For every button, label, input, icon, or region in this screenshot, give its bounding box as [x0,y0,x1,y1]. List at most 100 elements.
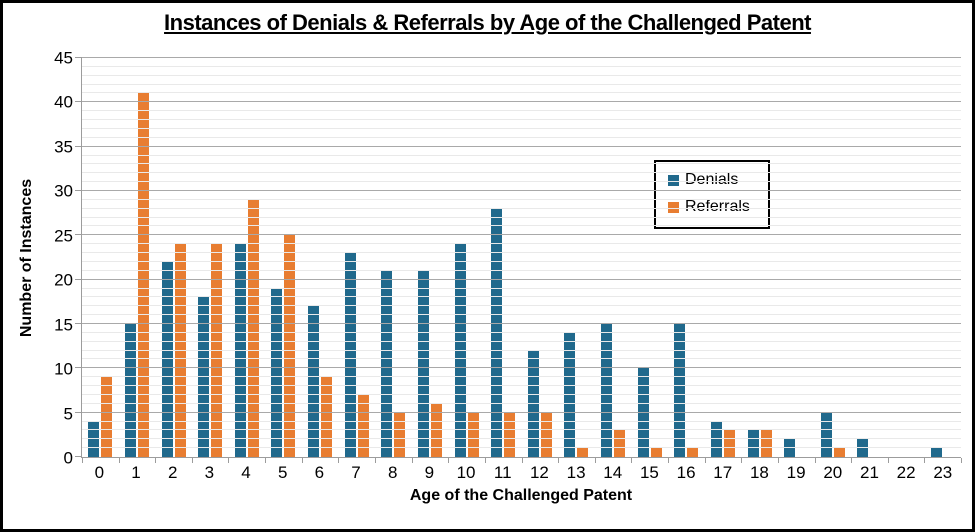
y-axis-tick [75,323,82,325]
y-tick-label: 5 [63,404,73,424]
bar-referrals-6 [321,377,333,457]
y-tick-label: 40 [54,92,73,112]
y-axis-tick [75,278,82,280]
x-axis-tick [228,458,230,463]
bar-denials-5 [271,288,283,457]
chart-title: Instances of Denials & Referrals by Age … [164,10,811,35]
x-axis-tick [704,458,706,463]
bar-group-17 [705,58,742,457]
x-axis-tick [155,458,157,463]
bar-group-7 [338,58,375,457]
x-tick-label: 14 [603,463,623,482]
legend-label: Referrals [685,198,750,215]
x-axis-tick [411,458,413,463]
x-tick-label: 11 [493,463,512,482]
x-tick-label: 5 [277,463,288,482]
bar-group-15 [631,58,668,457]
bar-referrals-4 [247,199,259,457]
y-axis-tick [75,411,82,413]
bar-denials-6 [308,306,320,457]
x-axis-tick [82,458,83,463]
legend: Denials Referrals [654,160,770,229]
y-axis-tick [75,367,82,369]
y-axis-tick [75,101,82,103]
bar-group-20 [815,58,852,457]
y-tick-label: 35 [54,137,73,157]
bar-referrals-11 [504,412,516,457]
bar-referrals-7 [357,394,369,457]
y-axis-tick [75,190,82,192]
x-axis-tick [374,458,376,463]
bar-referrals-16 [687,448,699,457]
bar-referrals-12 [540,412,552,457]
plot-area: Denials Referrals [75,57,962,463]
y-tick-label: 15 [54,315,73,335]
bar-referrals-20 [833,448,845,457]
bar-group-10 [448,58,485,457]
y-tick-label: 30 [54,181,73,201]
x-tick-label: 3 [204,463,215,482]
x-axis-tick [887,458,889,463]
bar-referrals-17 [723,430,735,457]
x-axis-tick [521,458,523,463]
bar-denials-4 [234,244,246,457]
x-axis-tick [814,458,816,463]
x-tick-label: 10 [456,463,476,482]
bar-referrals-14 [614,430,626,457]
bar-referrals-2 [174,244,186,457]
x-tick-label: 1 [131,463,141,482]
bar-group-19 [778,58,815,457]
x-axis-tick [741,458,743,463]
x-tick-label: 0 [94,463,105,482]
bar-denials-15 [637,368,649,457]
x-tick-label: 21 [859,463,879,482]
bar-group-1 [119,58,156,457]
bar-group-21 [851,58,888,457]
x-axis-tick [265,458,267,463]
bar-group-16 [668,58,705,457]
y-tick-label: 25 [54,226,73,246]
y-tick-label: 20 [54,270,73,290]
bar-denials-3 [198,297,210,457]
bar-referrals-3 [211,244,223,457]
y-tick-label: 10 [54,359,73,379]
x-axis-tick [301,458,303,463]
x-tick-label: 7 [351,463,361,482]
bar-denials-2 [161,261,173,457]
x-axis-tick [961,458,962,463]
bar-group-2 [155,58,192,457]
bar-referrals-15 [650,448,662,457]
x-tick-label: 19 [786,463,806,482]
bar-group-9 [412,58,449,457]
bar-referrals-10 [467,412,479,457]
x-tick-label: 16 [676,463,696,482]
bar-denials-13 [564,332,576,457]
bar-group-14 [595,58,632,457]
x-axis-tick [191,458,193,463]
x-tick-label: 23 [933,463,953,482]
legend-entry-denials: Denials [668,172,750,188]
bar-denials-12 [527,350,539,457]
legend-label: Denials [685,171,739,188]
legend-swatch-icon [668,201,679,213]
x-tick-label: 13 [566,463,586,482]
x-axis-tick [851,458,853,463]
bar-referrals-13 [577,448,589,457]
bar-referrals-5 [284,235,296,457]
bar-denials-21 [857,439,869,457]
x-axis-tick [338,458,340,463]
bar-group-6 [302,58,339,457]
y-axis-tick-labels: 0 5 10 15 20 25 30 35 40 45 [3,50,73,467]
x-tick-label: 6 [314,463,325,482]
bar-denials-10 [454,244,466,457]
y-tick-label: 45 [54,48,73,68]
bar-denials-20 [820,412,832,457]
x-axis-tick [118,458,120,463]
bar-group-5 [265,58,302,457]
bar-denials-1 [124,324,136,457]
bar-denials-11 [491,208,503,457]
x-axis-tick [667,458,669,463]
x-tick-label: 12 [529,463,549,482]
x-axis-tick [631,458,633,463]
